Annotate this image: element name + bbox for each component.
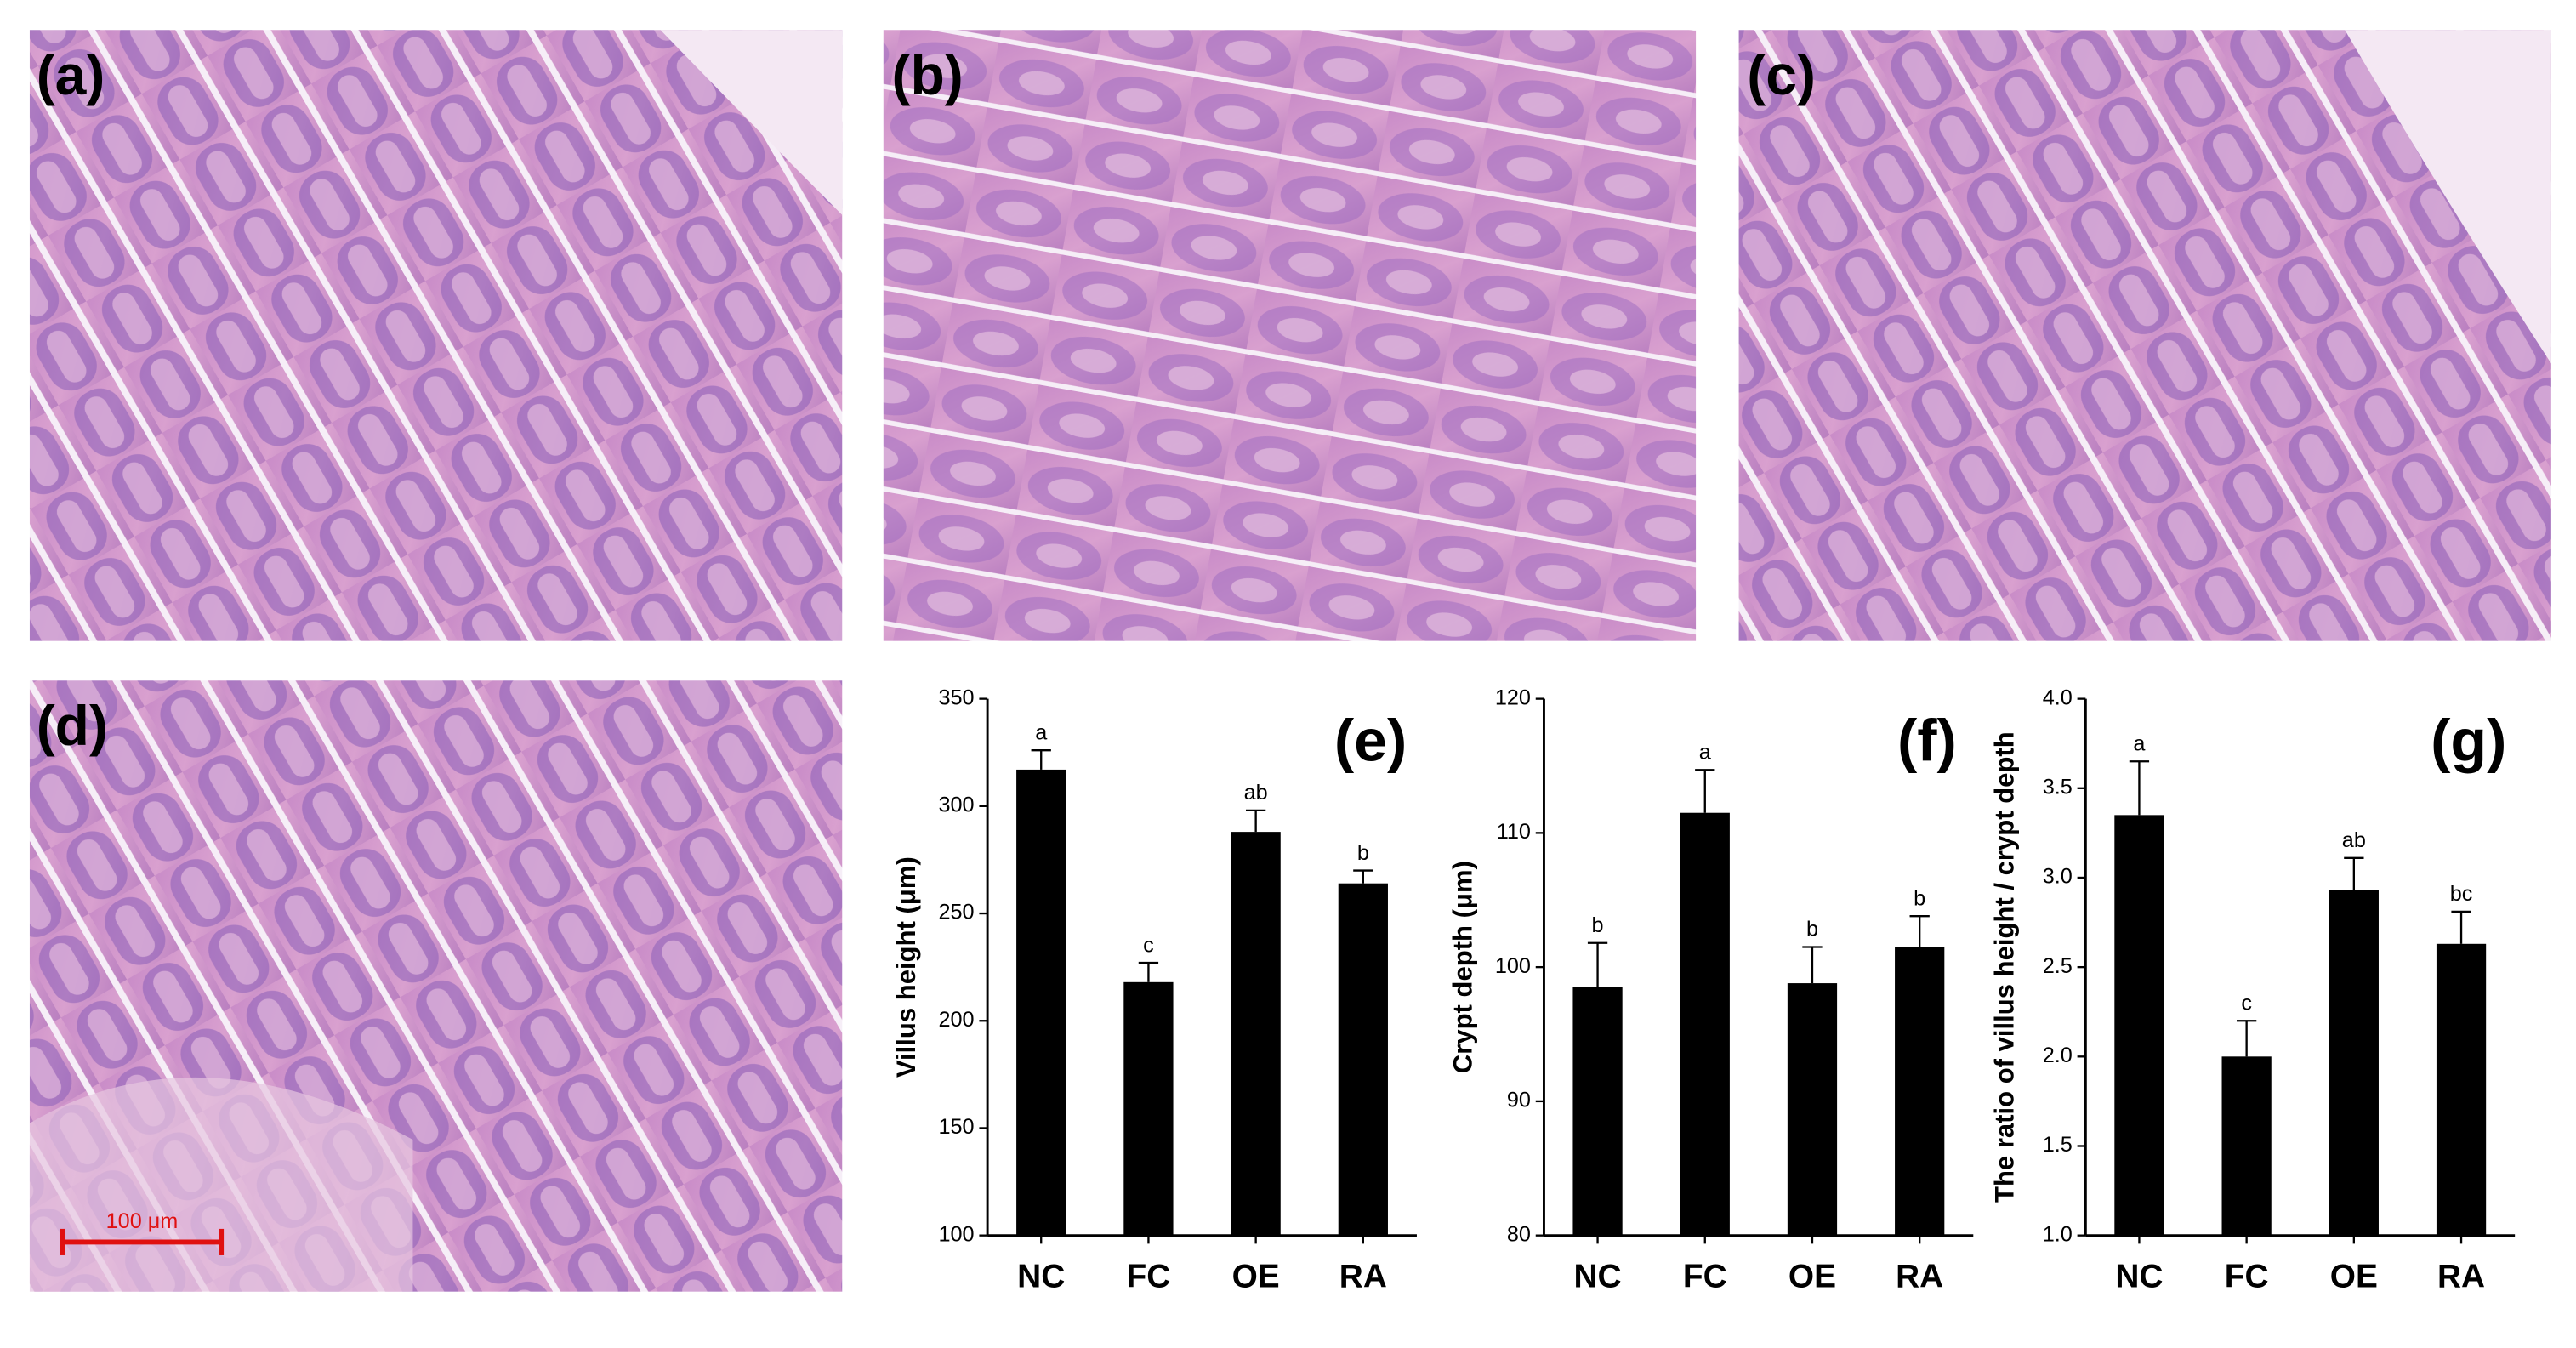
y-tick-label: 1.0 [2043,1222,2073,1246]
y-tick-label: 3.0 [2043,865,2073,889]
significance-letter: b [1357,841,1369,865]
significance-letter: c [1143,933,1154,957]
significance-letter: bc [2450,882,2473,906]
significance-letter: ab [2342,828,2366,852]
y-tick-label: 2.0 [2043,1044,2073,1067]
y-axis-label: Villus height (μm) [891,856,921,1078]
bar [2436,943,2487,1236]
bar [1338,883,1388,1236]
bar [2114,815,2164,1236]
y-tick-label: 350 [938,685,974,709]
bar [2221,1056,2272,1236]
micrograph [883,30,1697,641]
significance-letter: b [1806,918,1818,941]
bar [1016,769,1066,1236]
y-axis-label: The ratio of villus height / crypt depth [1989,731,2019,1203]
x-tick-label: OE [1232,1258,1280,1294]
y-tick-label: 250 [938,901,974,924]
panel-label: (b) [892,43,964,106]
micrographs: (a) (b) (c) (d) 100 μm [29,30,2551,1292]
x-tick-label: RA [1896,1258,1943,1294]
x-tick-label: FC [1127,1258,1171,1294]
x-tick-label: NC [1574,1258,1622,1294]
y-tick-label: 3.5 [2043,775,2073,799]
x-tick-label: OE [2330,1258,2378,1294]
y-tick-label: 110 [1497,820,1531,844]
significance-letter: c [2241,992,2252,1015]
lumen [2345,30,2551,364]
x-tick-label: RA [1339,1258,1387,1294]
significance-letter: a [1035,720,1048,744]
bar [1680,812,1730,1236]
bar [1787,983,1838,1236]
x-tick-label: FC [2225,1258,2269,1294]
y-tick-label: 1.5 [2043,1133,2073,1157]
x-tick-label: FC [1683,1258,1727,1294]
y-tick-label: 90 [1507,1089,1531,1112]
panel-label: (f) [1897,707,1957,773]
lumen [660,30,843,215]
bar [1895,947,1945,1236]
x-tick-label: OE [1788,1258,1836,1294]
significance-letter: a [2133,732,2146,756]
panel-label: (d) [37,694,108,757]
significance-letter: b [1914,886,1925,910]
x-tick-label: NC [2115,1258,2163,1294]
y-tick-label: 4.0 [2043,685,2073,709]
y-tick-label: 120 [1495,685,1531,709]
panel-label: (c) [1747,43,1816,106]
panel-label: (g) [2431,707,2506,773]
y-tick-label: 300 [938,793,974,817]
bar [1123,981,1174,1236]
y-axis-label: Crypt depth (μm) [1447,861,1477,1073]
significance-letter: b [1592,913,1604,937]
y-tick-label: 80 [1507,1222,1531,1246]
x-tick-label: RA [2437,1258,2485,1294]
y-tick-label: 2.5 [2043,954,2073,978]
x-tick-label: NC [1017,1258,1065,1294]
panel-label: (a) [37,43,105,106]
significance-letter: a [1699,740,1712,764]
y-tick-label: 200 [938,1008,974,1032]
bar [1231,832,1281,1236]
y-tick-label: 100 [1495,954,1531,978]
bar [2329,890,2379,1236]
y-tick-label: 150 [938,1115,974,1139]
y-tick-label: 100 [938,1222,974,1246]
tissue-layer [29,1077,413,1292]
micrograph [29,30,843,641]
bar [1572,987,1623,1236]
significance-letter: ab [1244,781,1268,805]
panel-label: (e) [1334,707,1407,773]
scale-bar-label: 100 μm [106,1209,179,1233]
